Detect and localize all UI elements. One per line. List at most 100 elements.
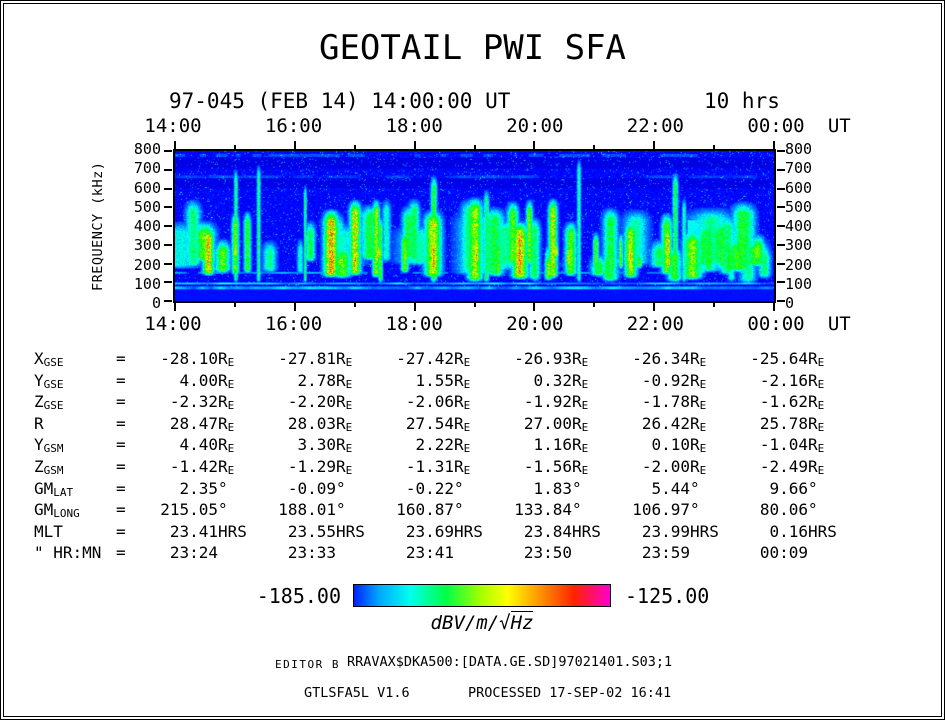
ephemeris-unit-subscript: E <box>227 399 235 413</box>
ephemeris-value-number: 0.16 <box>769 521 808 541</box>
ephemeris-value-unit: RE <box>336 456 353 477</box>
ephemeris-value-number: 25.78 <box>759 413 808 433</box>
freq-tick-label: 200 <box>785 255 813 274</box>
spectrogram-canvas <box>175 151 774 301</box>
tick-mark <box>164 262 172 265</box>
ephemeris-value-number: 00:09 <box>759 543 808 563</box>
tick-mark <box>773 141 775 149</box>
ephemeris-value-number: 23:50 <box>523 543 572 563</box>
ephemeris-value-number: 3.30 <box>297 435 336 455</box>
ephemeris-row: YGSM = 4.40 RE 3.30 RE 2.22 RE 1.16 RE 0.10 RE… <box>34 435 914 457</box>
ephemeris-row-label: " HR:MN <box>34 543 102 563</box>
footer-editor-label: EDITOR B <box>275 658 340 671</box>
ephemeris-value-unit: RE <box>690 456 707 477</box>
ephemeris-equals: = <box>116 392 126 412</box>
ephemeris-unit-subscript: E <box>345 399 353 413</box>
tick-mark <box>164 150 172 152</box>
ephemeris-value: 215.05° <box>142 500 260 522</box>
ephemeris-value-unit: RE <box>218 435 235 456</box>
ephemeris-unit-subscript: E <box>581 356 589 369</box>
time-tick-label: 18:00 <box>385 313 443 335</box>
ephemeris-value: -1.92 RE <box>496 392 614 414</box>
ephemeris-value-unit: RE <box>218 392 235 413</box>
radical-sign: √ <box>499 612 511 634</box>
ephemeris-value: 0.10 RE <box>614 435 732 457</box>
ephemeris-value: 28.47 RE <box>142 414 260 436</box>
ephemeris-value-unit: RE <box>572 435 589 456</box>
ephemeris-value-unit: ° <box>336 478 346 498</box>
ephemeris-value-unit: RE <box>336 413 353 434</box>
time-axis-bottom: 14:00 16:00 18:00 20:00 22:00 00:00 UT <box>144 313 850 337</box>
ephemeris-value-unit: RE <box>454 456 471 477</box>
ephemeris-unit-subscript: E <box>699 442 707 456</box>
time-axis-top: 14:00 16:00 18:00 20:00 22:00 00:00 UT <box>144 115 850 139</box>
ephemeris-value-unit: RE <box>454 392 471 413</box>
ephemeris-value-number: 23.99 <box>641 521 690 541</box>
tick-mark <box>713 145 716 149</box>
ephemeris-label-subscript: LONG <box>53 507 80 521</box>
ephemeris-value-number: 26.42 <box>641 413 690 433</box>
ephemeris-row-label: GMLONG <box>34 500 80 521</box>
ephemeris-value: 5.44° <box>614 479 732 501</box>
ephemeris-value-number: -28.10 <box>160 349 218 368</box>
ephemeris-value: -26.93 RE <box>496 349 614 371</box>
time-tick-label: 14:00 <box>144 313 202 335</box>
tick-mark <box>233 145 236 149</box>
ephemeris-value-unit: HRS <box>454 521 483 541</box>
tick-mark <box>653 303 656 311</box>
ephemeris-row: YGSE = 4.00 RE 2.78 RE 1.55 RE 0.32 RE -0.92 R… <box>34 371 914 393</box>
tick-mark <box>777 300 785 302</box>
ephemeris-value-unit: ° <box>572 478 582 498</box>
ephemeris-value: 23:33 <box>260 543 378 565</box>
ephemeris-value: -26.34 RE <box>614 349 732 371</box>
ephemeris-value: 00:09 <box>732 543 850 565</box>
ephemeris-value-unit: ° <box>218 500 228 520</box>
ephemeris-row: GMLONG = 215.05° 188.01° 160.87° 133.84° 106.9… <box>34 500 914 522</box>
ephemeris-value: 3.30 RE <box>260 435 378 457</box>
ephemeris-value-unit: RE <box>454 435 471 456</box>
ephemeris-row: GMLAT = 2.35° -0.09° -0.22° 1.83° 5.44° 9.66° <box>34 479 914 501</box>
ephemeris-value-unit: RE <box>218 349 235 369</box>
ephemeris-value-unit: RE <box>454 370 471 391</box>
ephemeris-value: -2.49 RE <box>732 457 850 479</box>
ephemeris-value-number: -2.20 <box>287 392 336 412</box>
ephemeris-value-number: 28.47 <box>169 413 218 433</box>
ephemeris-value: 9.66° <box>732 479 850 501</box>
ephemeris-row: ZGSE = -2.32 RE -2.20 RE -2.06 RE -1.92 RE -1.… <box>34 392 914 414</box>
colorbar-min-label: -185.00 <box>256 584 341 608</box>
tick-mark <box>473 145 476 149</box>
ephemeris-row: ZGSM = -1.42 RE -1.29 RE -1.31 RE -1.56 RE -2.… <box>34 457 914 479</box>
freq-tick-label: 800 <box>133 140 161 158</box>
ephemeris-value-number: 2.35 <box>179 478 218 498</box>
ephemeris-value: -0.92 RE <box>614 371 732 393</box>
ephemeris-value-number: 133.84 <box>514 500 572 520</box>
ephemeris-value-unit: RE <box>572 349 589 369</box>
tick-mark <box>777 243 785 246</box>
ephemeris-value: 25.78 RE <box>732 414 850 436</box>
ephemeris-unit-subscript: E <box>463 442 471 456</box>
ephemeris-unit-subscript: E <box>817 463 825 477</box>
ephemeris-value-unit: ° <box>808 500 818 520</box>
tick-mark <box>777 187 785 190</box>
freq-tick-label: 300 <box>133 236 161 255</box>
ephemeris-value: 23:50 <box>496 543 614 565</box>
ephemeris-value-number: 23.55 <box>287 521 336 541</box>
ephemeris-value: 23:41 <box>378 543 496 565</box>
tick-mark <box>777 281 785 284</box>
freq-tick-label: 500 <box>785 197 813 216</box>
freq-tick-label: 500 <box>133 197 161 216</box>
tick-mark <box>777 262 785 265</box>
ephemeris-equals: = <box>116 370 126 390</box>
tick-mark <box>777 168 785 171</box>
ephemeris-row: " HR:MN = 23:24 23:33 23:41 23:50 23:59 00:09 <box>34 543 914 565</box>
freq-tick-label: 400 <box>133 217 161 235</box>
ephemeris-value-number: -1.78 <box>641 392 690 412</box>
ephemeris-unit-subscript: E <box>699 463 707 477</box>
ephemeris-value-unit: RE <box>218 413 235 434</box>
ephemeris-value-number: -1.62 <box>759 392 808 412</box>
ephemeris-value-unit: ° <box>690 500 700 520</box>
freq-tick-label: 600 <box>133 178 161 197</box>
ephemeris-value-number: 160.87 <box>396 500 454 520</box>
ephemeris-value-number: -25.64 <box>750 349 808 368</box>
ephemeris-unit-subscript: E <box>699 399 707 413</box>
